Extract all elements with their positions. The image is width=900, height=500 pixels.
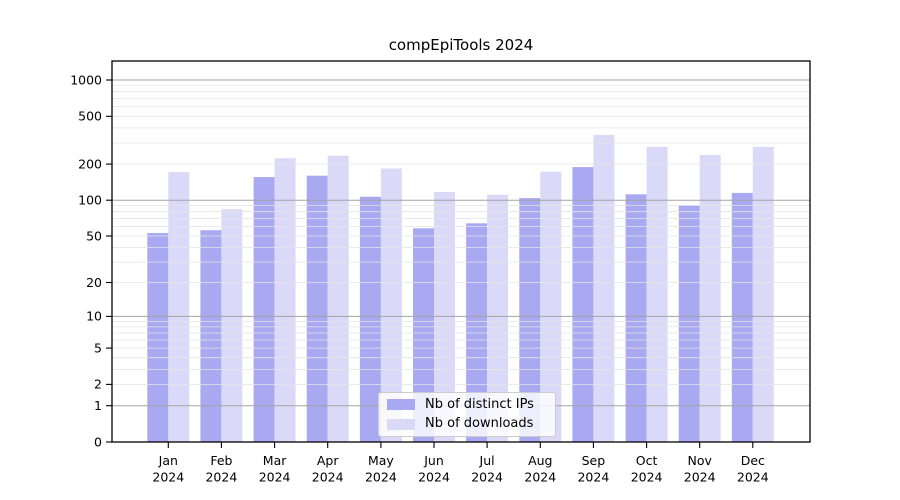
bar-downloads-nov	[699, 155, 721, 442]
bar-distinct-ips-jun	[413, 228, 434, 442]
x-tick-label-month: Oct	[636, 453, 658, 468]
y-tick-label: 200	[78, 156, 102, 171]
plot-border	[111, 60, 811, 443]
bar-downloads-may	[380, 168, 402, 442]
bar-distinct-ips-jan	[147, 233, 169, 442]
x-tick-label-month: Aug	[528, 453, 552, 468]
x-tick-label-year: 2024	[577, 470, 609, 485]
y-tick-label: 10	[86, 309, 102, 324]
bar-distinct-ips-aug	[519, 198, 541, 442]
bar-downloads-mar	[274, 158, 296, 442]
bar-distinct-ips-apr	[306, 175, 328, 442]
x-tick-label-year: 2024	[312, 470, 344, 485]
bar-distinct-ips-may	[359, 196, 381, 442]
y-tick-label: 2	[94, 377, 102, 392]
bar-distinct-ips-nov	[678, 205, 700, 442]
legend: Nb of distinct IPs Nb of downloads	[378, 392, 556, 437]
bar-downloads-apr	[327, 155, 349, 442]
bar-downloads-oct	[646, 146, 668, 442]
legend-swatch-distinct-ips	[387, 399, 415, 411]
x-tick-label-year: 2024	[471, 470, 503, 485]
x-tick-label-year: 2024	[631, 470, 663, 485]
x-tick-label-month: Jan	[158, 453, 178, 468]
x-tick-label-month: Mar	[263, 453, 287, 468]
bar-distinct-ips-feb	[200, 230, 222, 442]
legend-item-downloads: Nb of downloads	[387, 416, 555, 432]
x-tick-label-month: Feb	[210, 453, 232, 468]
bar-downloads-dec	[752, 146, 774, 442]
x-tick-label-year: 2024	[684, 470, 716, 485]
y-tick-label: 0	[94, 434, 102, 449]
bar-downloads-aug	[540, 171, 562, 442]
x-tick-label-year: 2024	[737, 470, 769, 485]
y-tick-label: 5	[94, 340, 102, 355]
bar-distinct-ips-dec	[731, 192, 753, 442]
x-tick-label-month: Apr	[317, 453, 339, 468]
x-tick-label-year: 2024	[365, 470, 397, 485]
y-tick-label: 500	[78, 109, 102, 124]
legend-label-distinct-ips: Nb of distinct IPs	[425, 396, 534, 412]
x-tick-label-month: May	[368, 453, 394, 468]
bar-distinct-ips-mar	[253, 177, 275, 442]
x-tick-label-year: 2024	[418, 470, 450, 485]
bar-downloads-feb	[221, 209, 243, 442]
bar-downloads-jun	[434, 192, 455, 442]
x-tick-label-year: 2024	[205, 470, 237, 485]
bar-downloads-jul	[487, 194, 509, 442]
gridlines	[112, 79, 810, 407]
y-tick-label: 20	[86, 275, 102, 290]
x-tick-label-month: Jun	[423, 453, 444, 468]
y-tick-label: 1000	[70, 72, 102, 87]
bar-distinct-ips-sep	[572, 167, 594, 442]
legend-swatch-downloads	[387, 418, 415, 430]
x-tick-label-month: Nov	[687, 453, 712, 468]
chart-title: compEpiTools 2024	[388, 36, 534, 54]
bar-downloads-jan	[168, 172, 190, 442]
bar-downloads-sep	[593, 134, 615, 442]
x-tick-label-year: 2024	[524, 470, 556, 485]
x-tick-label-year: 2024	[152, 470, 184, 485]
y-tick-label: 50	[86, 228, 102, 243]
bar-distinct-ips-oct	[625, 194, 647, 442]
legend-label-downloads: Nb of downloads	[425, 416, 534, 431]
x-tick-label-month: Jul	[479, 453, 495, 468]
legend-item-distinct-ips: Nb of distinct IPs	[387, 397, 555, 413]
y-tick-label: 1	[94, 398, 102, 413]
y-tick-label: 100	[78, 193, 102, 208]
x-tick-label-month: Sep	[582, 453, 606, 468]
x-tick-label-year: 2024	[259, 470, 291, 485]
x-tick-label-month: Dec	[741, 453, 765, 468]
